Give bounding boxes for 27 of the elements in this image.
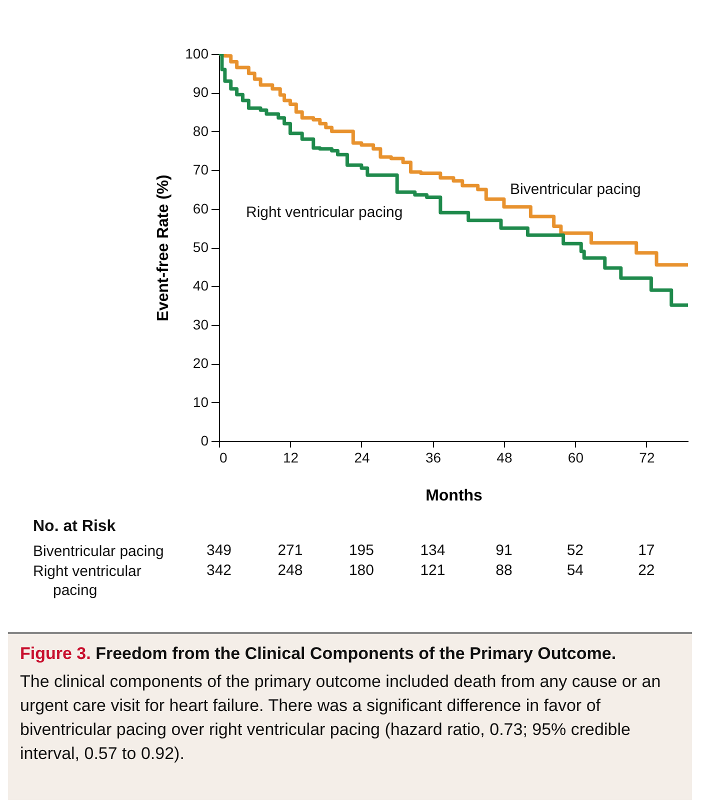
y-tick-label: 0 — [200, 432, 209, 448]
y-tick-label: 70 — [192, 162, 209, 178]
text: Figure 3. Freedom from the Clinical Components of the Primary Outcome. — [20, 644, 616, 663]
x-tick-label: 60 — [568, 450, 584, 466]
y-tick-label: 100 — [185, 46, 209, 62]
text: No. at Risk — [33, 518, 116, 536]
x-tick-label: 0 — [220, 450, 228, 466]
text: Biventricular pacing 349 271 195 134 91 52 17 — [33, 542, 655, 560]
x-tick-label: 24 — [354, 450, 370, 466]
y-axis-title: Event-free Rate (%) — [155, 174, 172, 322]
series-label: Right ventricular pacing — [246, 204, 403, 221]
x-tick-label: 12 — [282, 450, 299, 466]
x-axis-title: Months — [426, 488, 483, 504]
y-tick-label: 40 — [192, 278, 209, 294]
x-tick-label: 72 — [639, 450, 655, 466]
y-tick-label: 20 — [192, 355, 209, 372]
series-label: Biventricular pacing — [510, 181, 641, 198]
text: Right ventricular pacing 342 248 180 121 88 54 22 — [33, 562, 655, 599]
x-tick-label: 36 — [425, 450, 442, 466]
y-tick-label: 10 — [192, 394, 209, 410]
y-tick-label: 50 — [192, 239, 209, 255]
y-tick-label: 90 — [192, 84, 209, 100]
x-tick-label: 48 — [496, 450, 512, 466]
y-tick-label: 30 — [192, 316, 209, 332]
y-tick-label: 80 — [192, 122, 209, 139]
y-tick-label: 60 — [192, 200, 209, 216]
text: The clinical components of the primary outcome included death from any cause or an urgent care visit for heart failure. There was a significant difference in favor of biventricular pacing over right ventricular pacing (hazard ratio, 0.73; 95% credible interval, 0.57 to 0.92). — [20, 671, 662, 765]
